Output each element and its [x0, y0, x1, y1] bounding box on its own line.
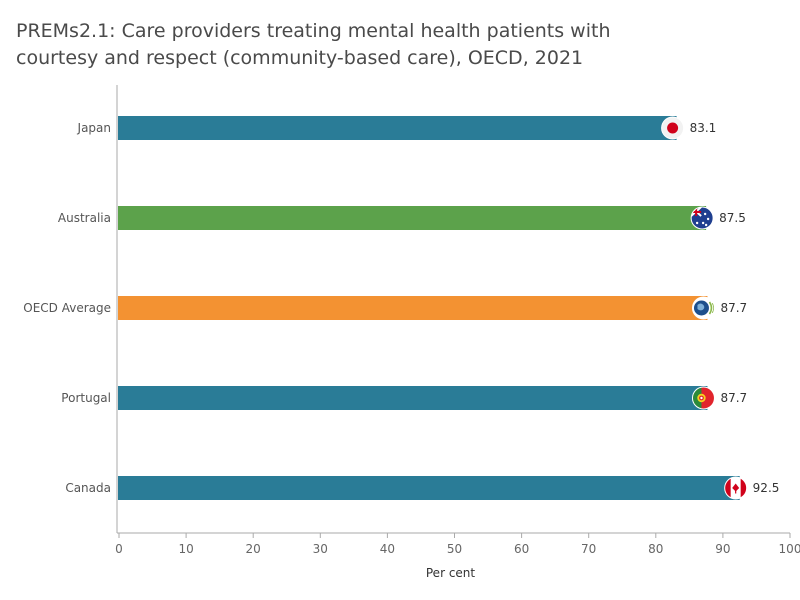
chart-title: PREMs2.1: Care providers treating mental…	[16, 18, 656, 72]
category-label: Australia	[58, 211, 111, 225]
bar	[118, 476, 740, 500]
x-tick-label: 50	[447, 542, 462, 556]
x-tick-label: 70	[581, 542, 596, 556]
x-tick-label: 30	[313, 542, 328, 556]
x-tick-label: 100	[779, 542, 800, 556]
chart-title-line1: PREMs2.1: Care providers treating mental…	[16, 20, 611, 42]
portugal-flag-icon	[691, 386, 715, 410]
category-label: Canada	[65, 481, 111, 495]
data-label: 92.5	[753, 481, 780, 495]
x-axis-label: Per cent	[426, 566, 476, 580]
australia-flag-icon	[690, 206, 714, 230]
bar	[118, 116, 677, 140]
x-tick-label: 10	[178, 542, 193, 556]
data-label: 87.7	[720, 391, 747, 405]
bar	[118, 386, 708, 410]
canada-flag-icon	[724, 476, 748, 500]
x-tick-label: 0	[115, 542, 123, 556]
x-tick-label: 90	[715, 542, 730, 556]
x-tick-label: 80	[648, 542, 663, 556]
data-label: 83.1	[690, 121, 717, 135]
bar	[118, 296, 708, 320]
data-label: 87.7	[720, 301, 747, 315]
bar	[118, 206, 707, 230]
japan-flag-icon	[661, 116, 685, 140]
category-label: Japan	[77, 121, 111, 135]
chart-title-line2: courtesy and respect (community-based ca…	[16, 47, 584, 69]
data-label: 87.5	[719, 211, 746, 225]
x-tick-label: 60	[514, 542, 529, 556]
x-tick-label: 20	[246, 542, 261, 556]
oecd-logo-icon	[691, 296, 715, 320]
category-label: Portugal	[61, 391, 111, 405]
category-label: OECD Average	[23, 301, 111, 315]
x-tick-label: 40	[380, 542, 395, 556]
